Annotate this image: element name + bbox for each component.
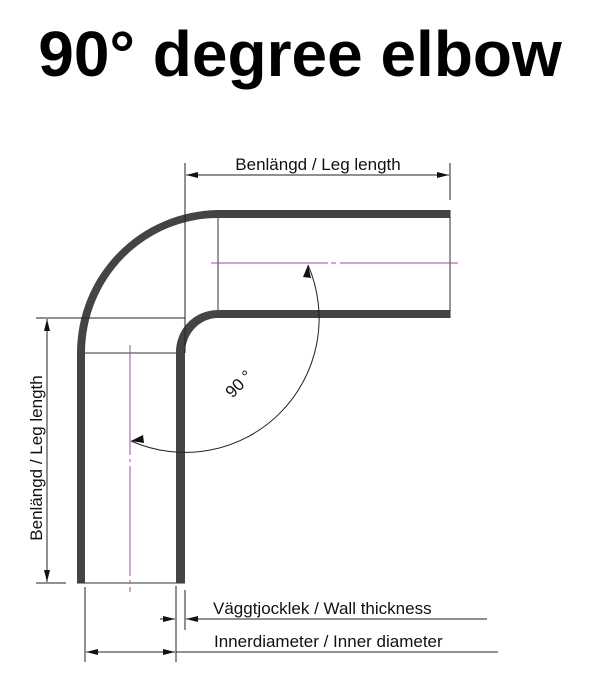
angle-arrow-head — [303, 265, 311, 278]
inner-diameter-label: Innerdiameter / Inner diameter — [214, 632, 443, 651]
angle-arrow-head — [131, 435, 144, 443]
pipe-walls — [76, 210, 451, 583]
angle-label: 90 ° — [222, 367, 257, 402]
leg-length-top-label: Benlängd / Leg length — [235, 155, 400, 174]
inner-wall — [175, 310, 450, 583]
angle-arc — [130, 264, 320, 453]
outer-wall — [76, 210, 451, 583]
leg-length-side-label: Benlängd / Leg length — [27, 375, 46, 540]
page-title: 90° degree elbow — [38, 18, 562, 90]
wall-thickness-label: Väggtjocklek / Wall thickness — [213, 599, 432, 618]
